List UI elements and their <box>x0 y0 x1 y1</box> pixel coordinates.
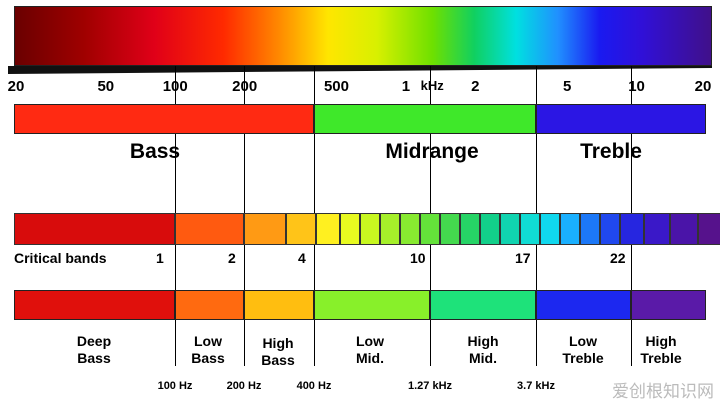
critical-band-number: 22 <box>610 250 626 266</box>
critical-bands-title: Critical bands <box>14 250 107 266</box>
critical-band-cell <box>244 213 286 245</box>
frequency-tick-label: 50 <box>97 78 115 95</box>
frequency-tick-label: 10 <box>628 78 645 95</box>
critical-band-cell <box>500 213 520 245</box>
critical-band-cell <box>460 213 480 245</box>
midrange-label: Midrange <box>385 140 479 163</box>
critical-band-cell <box>520 213 540 245</box>
watermark: 爱创根知识网 <box>612 382 714 401</box>
high-treble-label: High Treble <box>640 333 682 366</box>
critical-band-cell <box>175 213 244 245</box>
critical-band-number: 4 <box>298 250 306 266</box>
bass-label: Bass <box>129 140 181 163</box>
frequency-tick-label: 1 <box>401 78 411 95</box>
critical-band-cell <box>400 213 420 245</box>
critical-band-cell <box>644 213 670 245</box>
frequency-axis-line <box>8 66 712 74</box>
boundary-label: 400 Hz <box>296 380 332 392</box>
sub-band-bar <box>14 290 175 320</box>
critical-band-number: 17 <box>515 250 531 266</box>
frequency-tick-label: 20 <box>7 78 25 95</box>
treble-label: Treble <box>580 140 642 163</box>
sub-band-bar <box>175 290 244 320</box>
sub-band-bar <box>314 290 430 320</box>
midrange-bar <box>314 104 536 134</box>
sub-band-bar <box>244 290 314 320</box>
critical-band-cell <box>14 213 175 245</box>
critical-band-cell <box>670 213 698 245</box>
frequency-tick-label: 2 <box>471 78 480 95</box>
color-spectrum-bar <box>14 6 712 66</box>
frequency-tick-label: 500 <box>323 78 349 95</box>
low-bass-label: Low Bass <box>191 333 225 366</box>
frequency-tick-label: 5 <box>562 78 572 95</box>
boundary-label: 1.27 kHz <box>407 380 453 392</box>
frequency-tick-label: 20 <box>694 78 712 95</box>
boundary-label: 200 Hz <box>226 380 262 392</box>
critical-band-cell <box>480 213 500 245</box>
critical-band-number: 10 <box>410 250 426 266</box>
boundary-label: 3.7 kHz <box>517 380 555 392</box>
sub-band-bar <box>536 290 631 320</box>
treble-bar <box>536 104 706 134</box>
critical-band-number: 1 <box>156 250 164 266</box>
critical-band-cell <box>440 213 460 245</box>
critical-band-cell <box>420 213 440 245</box>
critical-band-cell <box>286 213 316 245</box>
boundary-label: 100 Hz <box>157 380 193 392</box>
low-treble-label: Low Treble <box>562 333 604 366</box>
deep-bass-label: Deep Bass <box>76 333 112 366</box>
low-mid-label: Low Mid. <box>356 333 384 366</box>
sub-band-bar <box>430 290 536 320</box>
sub-band-bar <box>631 290 706 320</box>
high-bass-label: High Bass <box>261 335 295 368</box>
critical-band-cell <box>340 213 360 245</box>
critical-band-cell <box>540 213 560 245</box>
critical-band-number: 2 <box>228 250 236 266</box>
high-mid-label: High Mid. <box>467 333 499 366</box>
bass-bar <box>14 104 314 134</box>
critical-band-cell <box>316 213 340 245</box>
critical-band-cell <box>600 213 620 245</box>
frequency-tick-label: kHz <box>420 78 444 93</box>
critical-band-cell <box>380 213 400 245</box>
critical-band-cell <box>620 213 644 245</box>
critical-band-cell <box>580 213 600 245</box>
critical-band-cell <box>560 213 580 245</box>
critical-band-cell <box>698 213 720 245</box>
critical-band-cell <box>360 213 380 245</box>
